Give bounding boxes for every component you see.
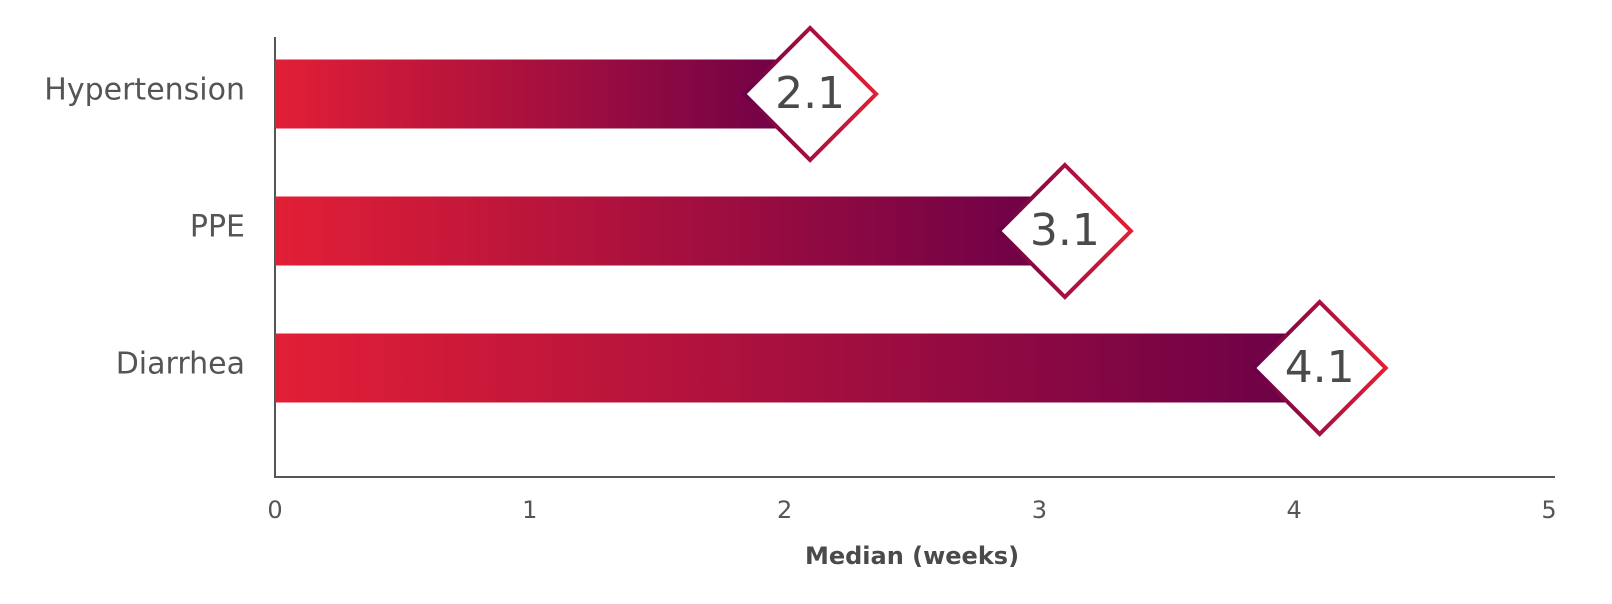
value-label: 3.1 [1030, 205, 1100, 256]
bar [275, 59, 811, 129]
x-tick-label: 2 [777, 496, 792, 524]
value-marker [996, 162, 1134, 300]
bar [275, 333, 1320, 403]
bar [275, 196, 1065, 266]
value-marker [741, 25, 879, 163]
x-tick-label: 4 [1287, 496, 1302, 524]
x-tick-label: 3 [1032, 496, 1047, 524]
x-tick-label: 1 [522, 496, 537, 524]
y-tick-label: Diarrhea [116, 347, 245, 382]
y-tick-label: Hypertension [44, 73, 245, 108]
value-marker [1250, 299, 1389, 437]
y-tick-label: PPE [190, 210, 245, 245]
value-label: 2.1 [775, 68, 845, 119]
x-axis-title: Median (weeks) [805, 542, 1019, 570]
x-tick-label: 5 [1541, 496, 1556, 524]
value-label: 4.1 [1285, 342, 1355, 393]
x-tick-label: 0 [267, 496, 282, 524]
